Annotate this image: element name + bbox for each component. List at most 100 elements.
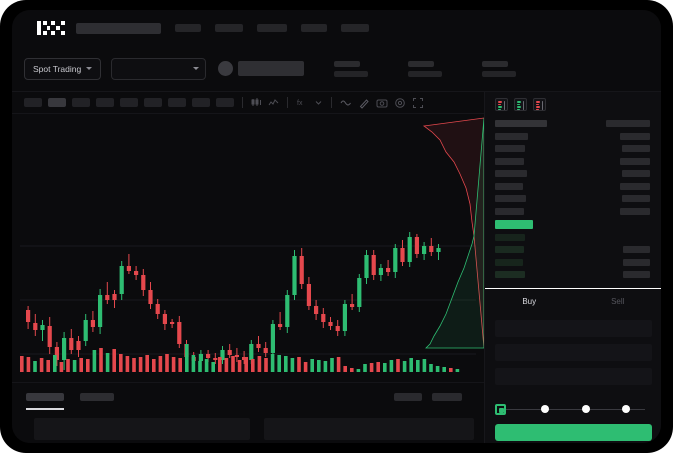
orderbook-ask-row-5-size <box>622 195 650 202</box>
tab-sell[interactable]: Sell <box>611 297 625 306</box>
toolbar-divider <box>331 97 332 108</box>
orderbook-ask-row-0-price[interactable] <box>495 132 528 140</box>
bottom-tab-1[interactable] <box>26 393 64 401</box>
orderbook-bid-row-0-price[interactable] <box>495 233 525 241</box>
orderbook-view-asks-icon[interactable] <box>533 98 546 111</box>
percent-slider-node-0[interactable] <box>495 404 506 415</box>
orderbook-ask-row-4-price[interactable] <box>495 182 523 190</box>
nav-item-3[interactable] <box>257 24 287 32</box>
line-chart-icon[interactable] <box>268 97 279 108</box>
percent-slider-node-3[interactable] <box>622 405 630 413</box>
nav-item-2[interactable] <box>215 24 243 32</box>
pair-last-price <box>238 61 305 76</box>
pencil-icon[interactable] <box>358 97 370 109</box>
chart-gridlines <box>20 245 476 355</box>
orderbook-spread-row[interactable] <box>495 220 533 229</box>
stat-1-label <box>334 60 361 67</box>
orderbook-bid-row-2-price[interactable] <box>495 258 523 266</box>
orderbook-bid-row-2-size <box>623 258 650 266</box>
orderbook-view-toggles <box>495 98 546 111</box>
depth-overlay <box>422 117 484 349</box>
logo-letter-k <box>36 21 50 35</box>
timeframe-4[interactable] <box>96 98 114 107</box>
pair-select-dropdown[interactable] <box>111 57 207 80</box>
app-screen: Spot Trading <box>12 10 661 443</box>
timeframe-5[interactable] <box>120 98 138 107</box>
bottom-action-1[interactable] <box>394 393 422 401</box>
stat-3 <box>482 60 517 77</box>
timeframe-6[interactable] <box>144 98 162 107</box>
okx-logo-icon[interactable] <box>22 21 66 35</box>
orderbook-ask-row-3-price[interactable] <box>495 170 527 177</box>
bottom-tab-2[interactable] <box>80 393 114 401</box>
orderbook[interactable] <box>485 116 661 291</box>
order-total-field[interactable] <box>495 368 652 385</box>
order-form <box>485 314 661 400</box>
spot-trading-dropdown[interactable]: Spot Trading <box>24 57 102 80</box>
percent-slider[interactable] <box>495 404 652 416</box>
fullscreen-icon[interactable] <box>412 97 424 109</box>
orderbook-bid-row-1-size <box>623 246 650 253</box>
order-amount-field[interactable] <box>495 344 652 361</box>
candlestick-chart-svg <box>20 117 484 372</box>
chevron-down-icon[interactable] <box>314 98 323 107</box>
orderbook-bid-row-1-price[interactable] <box>495 246 524 253</box>
timeframe-8[interactable] <box>192 98 210 107</box>
chevron-down-icon <box>193 67 200 70</box>
timeframe-9[interactable] <box>216 98 234 107</box>
orderbook-ask-row-2-size <box>620 157 650 165</box>
orderbook-ask-row-4-size <box>620 182 650 190</box>
orderbook-header-price[interactable] <box>495 120 547 127</box>
bottom-tab-active-underline <box>26 408 64 410</box>
pair-avatar <box>218 61 234 76</box>
buy-sell-tabs: Buy Sell <box>485 288 661 314</box>
orderbook-ask-row-2-price[interactable] <box>495 157 524 165</box>
svg-text:fx: fx <box>297 100 303 107</box>
search-input[interactable] <box>76 22 161 34</box>
timeframe-1[interactable] <box>24 98 42 107</box>
settings-icon[interactable] <box>394 97 406 109</box>
orderbook-bid-row-3-price[interactable] <box>495 271 525 278</box>
percent-slider-node-2[interactable] <box>582 405 590 413</box>
toolbar-divider <box>287 97 288 108</box>
nav-item-4[interactable] <box>301 24 327 32</box>
timeframe-3[interactable] <box>72 98 90 107</box>
toolbar-divider <box>242 97 243 108</box>
percent-slider-track <box>499 409 645 410</box>
spot-trading-label: Spot Trading <box>33 63 82 74</box>
camera-icon[interactable] <box>376 97 388 109</box>
trade-side-panel: Buy Sell <box>484 92 661 443</box>
bottom-action-2[interactable] <box>432 393 462 401</box>
nav-item-5[interactable] <box>341 24 369 32</box>
bottom-tabs <box>26 393 114 401</box>
stat-2-value <box>408 70 443 77</box>
candlestick-chart-icon[interactable] <box>251 97 262 108</box>
bottom-orders-panel <box>12 382 484 443</box>
timeframe-7[interactable] <box>168 98 186 107</box>
wave-icon[interactable] <box>340 97 352 108</box>
indicators-icon[interactable]: fx <box>296 97 308 108</box>
percent-slider-node-1[interactable] <box>541 405 549 413</box>
orderbook-view-both-icon[interactable] <box>495 98 508 111</box>
bottom-card-1 <box>34 418 250 440</box>
candlestick-series <box>26 232 441 370</box>
stat-3-label <box>482 60 509 67</box>
tab-buy[interactable]: Buy <box>522 297 537 306</box>
price-chart[interactable] <box>12 114 484 382</box>
nav-item-1[interactable] <box>175 24 201 32</box>
orderbook-ask-row-6-price[interactable] <box>495 207 524 215</box>
orderbook-view-bids-icon[interactable] <box>514 98 527 111</box>
order-price-field[interactable] <box>495 320 652 337</box>
buy-submit-button[interactable] <box>495 424 652 441</box>
bottom-card-2 <box>264 418 474 440</box>
orderbook-header-size <box>606 120 650 127</box>
orderbook-ask-row-1-price[interactable] <box>495 145 525 152</box>
timeframe-2[interactable] <box>48 98 66 107</box>
stat-2 <box>408 60 443 77</box>
logo-letter-o <box>22 21 35 35</box>
orderbook-ask-row-5-price[interactable] <box>495 195 526 202</box>
stat-2-label <box>408 60 435 67</box>
chevron-down-icon <box>86 67 93 70</box>
orderbook-bid-row-3-size <box>623 271 650 278</box>
